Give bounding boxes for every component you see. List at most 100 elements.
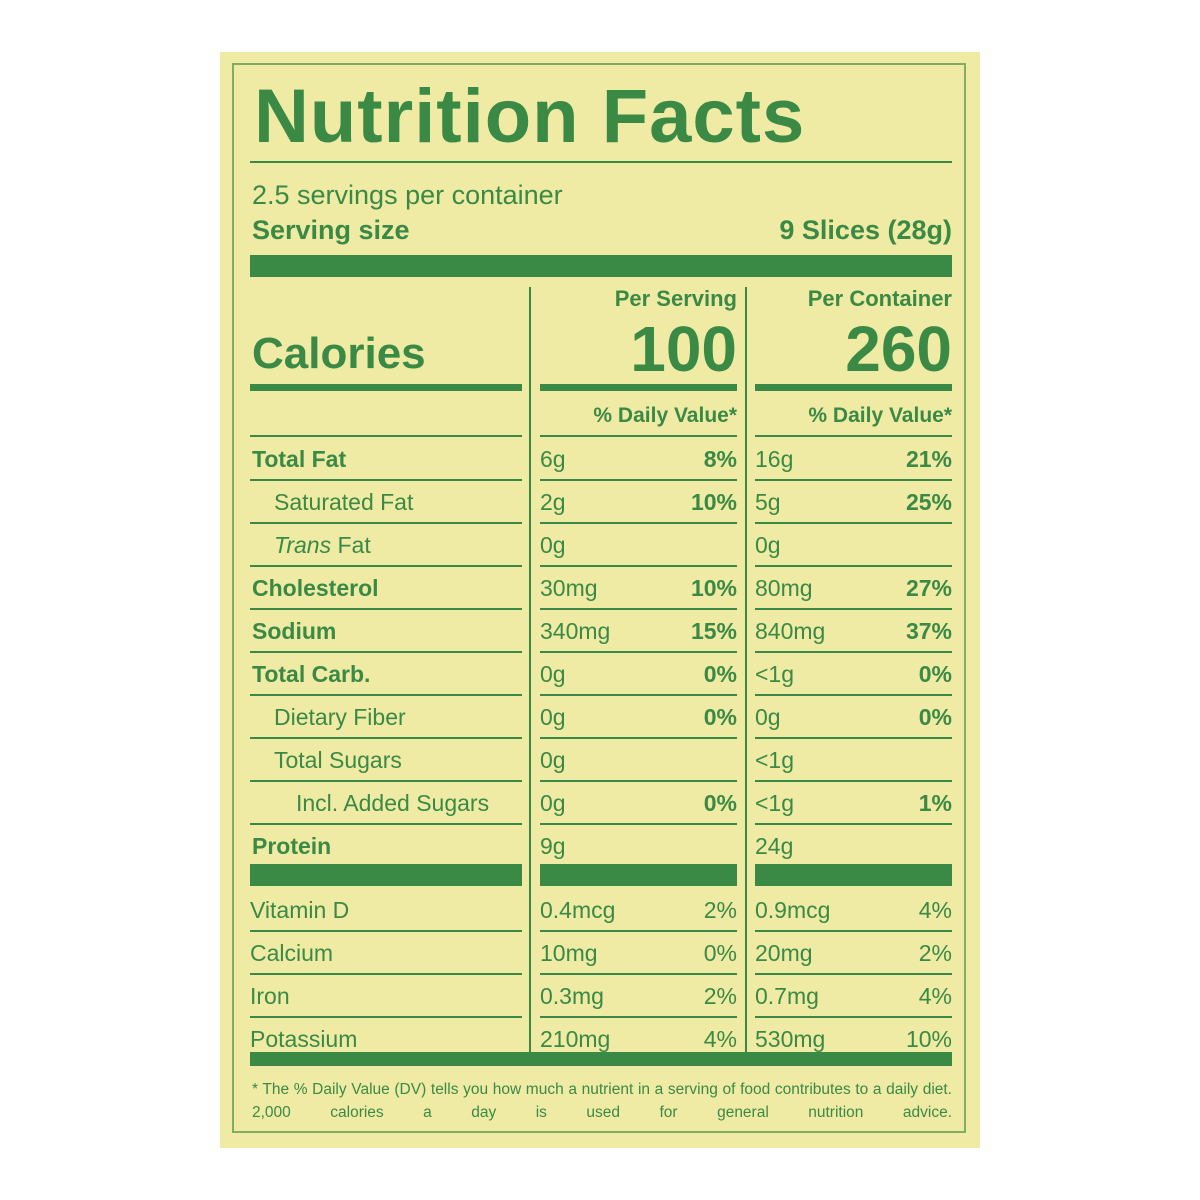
dv-header: % Daily Value*	[808, 404, 952, 427]
daily-value: 0%	[703, 790, 737, 816]
amount: 0g	[755, 704, 781, 730]
amount: 0.7mg	[755, 983, 819, 1009]
rule	[755, 864, 952, 886]
rule	[250, 608, 522, 610]
amount: 0g	[755, 532, 781, 558]
rule	[755, 522, 952, 524]
column-header: Per Serving	[614, 286, 737, 311]
footnote: * The % Daily Value (DV) tells you how m…	[252, 1081, 952, 1121]
rule	[755, 479, 952, 481]
rule	[250, 255, 952, 277]
rule	[755, 384, 952, 391]
daily-value: 0%	[703, 661, 737, 687]
rule	[250, 973, 522, 975]
rule	[250, 1052, 952, 1066]
daily-value: 4%	[918, 897, 952, 923]
vitamin-label: Iron	[250, 983, 290, 1009]
daily-value: 2%	[918, 940, 952, 966]
rule	[250, 522, 522, 524]
rule	[755, 565, 952, 567]
rule	[755, 973, 952, 975]
daily-value: 1%	[918, 790, 952, 816]
daily-value: 0%	[703, 940, 737, 966]
rule	[540, 694, 737, 696]
rule	[755, 930, 952, 932]
nutrient-label: Trans Fat	[274, 530, 371, 560]
rule	[755, 651, 952, 653]
amount: 0g	[540, 661, 566, 687]
daily-value: 2%	[703, 897, 737, 923]
label-border	[232, 63, 966, 1133]
rule	[755, 694, 952, 696]
amount: 2g	[540, 489, 566, 515]
amount: 340mg	[540, 618, 611, 644]
amount: 530mg	[755, 1026, 826, 1052]
vitamin-label: Calcium	[250, 940, 334, 966]
amount: 0g	[540, 747, 566, 773]
nutrient-label: Saturated Fat	[274, 489, 414, 515]
amount: 10mg	[540, 940, 598, 966]
rule	[250, 651, 522, 653]
daily-value: 0%	[918, 704, 952, 730]
amount: 0.9mcg	[755, 897, 831, 923]
daily-value: 2%	[703, 983, 737, 1009]
daily-value: 10%	[690, 489, 737, 515]
rule	[755, 780, 952, 782]
amount: <1g	[755, 661, 795, 687]
rule	[540, 651, 737, 653]
amount: 16g	[755, 446, 794, 472]
rule	[540, 823, 737, 825]
amount: 6g	[540, 446, 566, 472]
rule	[540, 479, 737, 481]
amount: 24g	[755, 833, 794, 859]
column-header: Per Container	[807, 286, 952, 311]
daily-value: 25%	[905, 489, 952, 515]
rule	[755, 737, 952, 739]
rule	[540, 435, 737, 437]
daily-value: 10%	[905, 1026, 952, 1052]
rule	[540, 384, 737, 391]
daily-value: 21%	[905, 446, 952, 472]
nutrient-label: Total Sugars	[274, 747, 402, 773]
rule	[250, 435, 522, 437]
rule	[540, 522, 737, 524]
amount: 0g	[540, 704, 566, 730]
italic-text: Trans	[274, 532, 332, 558]
daily-value: 37%	[905, 618, 952, 644]
nutrient-label: Total Fat	[252, 446, 347, 472]
serving-size-label: Serving size	[252, 215, 410, 245]
nutrient-label: Sodium	[252, 618, 337, 644]
amount: <1g	[755, 790, 795, 816]
amount: 210mg	[540, 1026, 611, 1052]
rule	[250, 384, 522, 391]
daily-value: 10%	[690, 575, 737, 601]
amount: <1g	[755, 747, 795, 773]
rule	[745, 287, 747, 1052]
daily-value: 0%	[703, 704, 737, 730]
amount: 9g	[540, 833, 566, 859]
rule	[540, 1016, 737, 1018]
amount: 840mg	[755, 618, 826, 644]
daily-value: 4%	[918, 983, 952, 1009]
rule	[540, 565, 737, 567]
rule	[250, 565, 522, 567]
daily-value: 15%	[690, 618, 737, 644]
title: Nutrition Facts	[254, 72, 805, 159]
calories-label: Calories	[252, 329, 426, 378]
daily-value: 27%	[905, 575, 952, 601]
daily-value: 8%	[703, 446, 737, 472]
amount: 30mg	[540, 575, 598, 601]
rule	[540, 864, 737, 886]
rule	[540, 608, 737, 610]
rule	[250, 161, 952, 163]
servings: 2.5 servings per container	[252, 180, 563, 210]
rule	[755, 823, 952, 825]
amount: 20mg	[755, 940, 813, 966]
label-panel	[220, 52, 980, 1148]
vitamin-label: Vitamin D	[250, 897, 350, 923]
rule	[540, 973, 737, 975]
rule	[250, 694, 522, 696]
rule	[250, 930, 522, 932]
rule	[250, 780, 522, 782]
